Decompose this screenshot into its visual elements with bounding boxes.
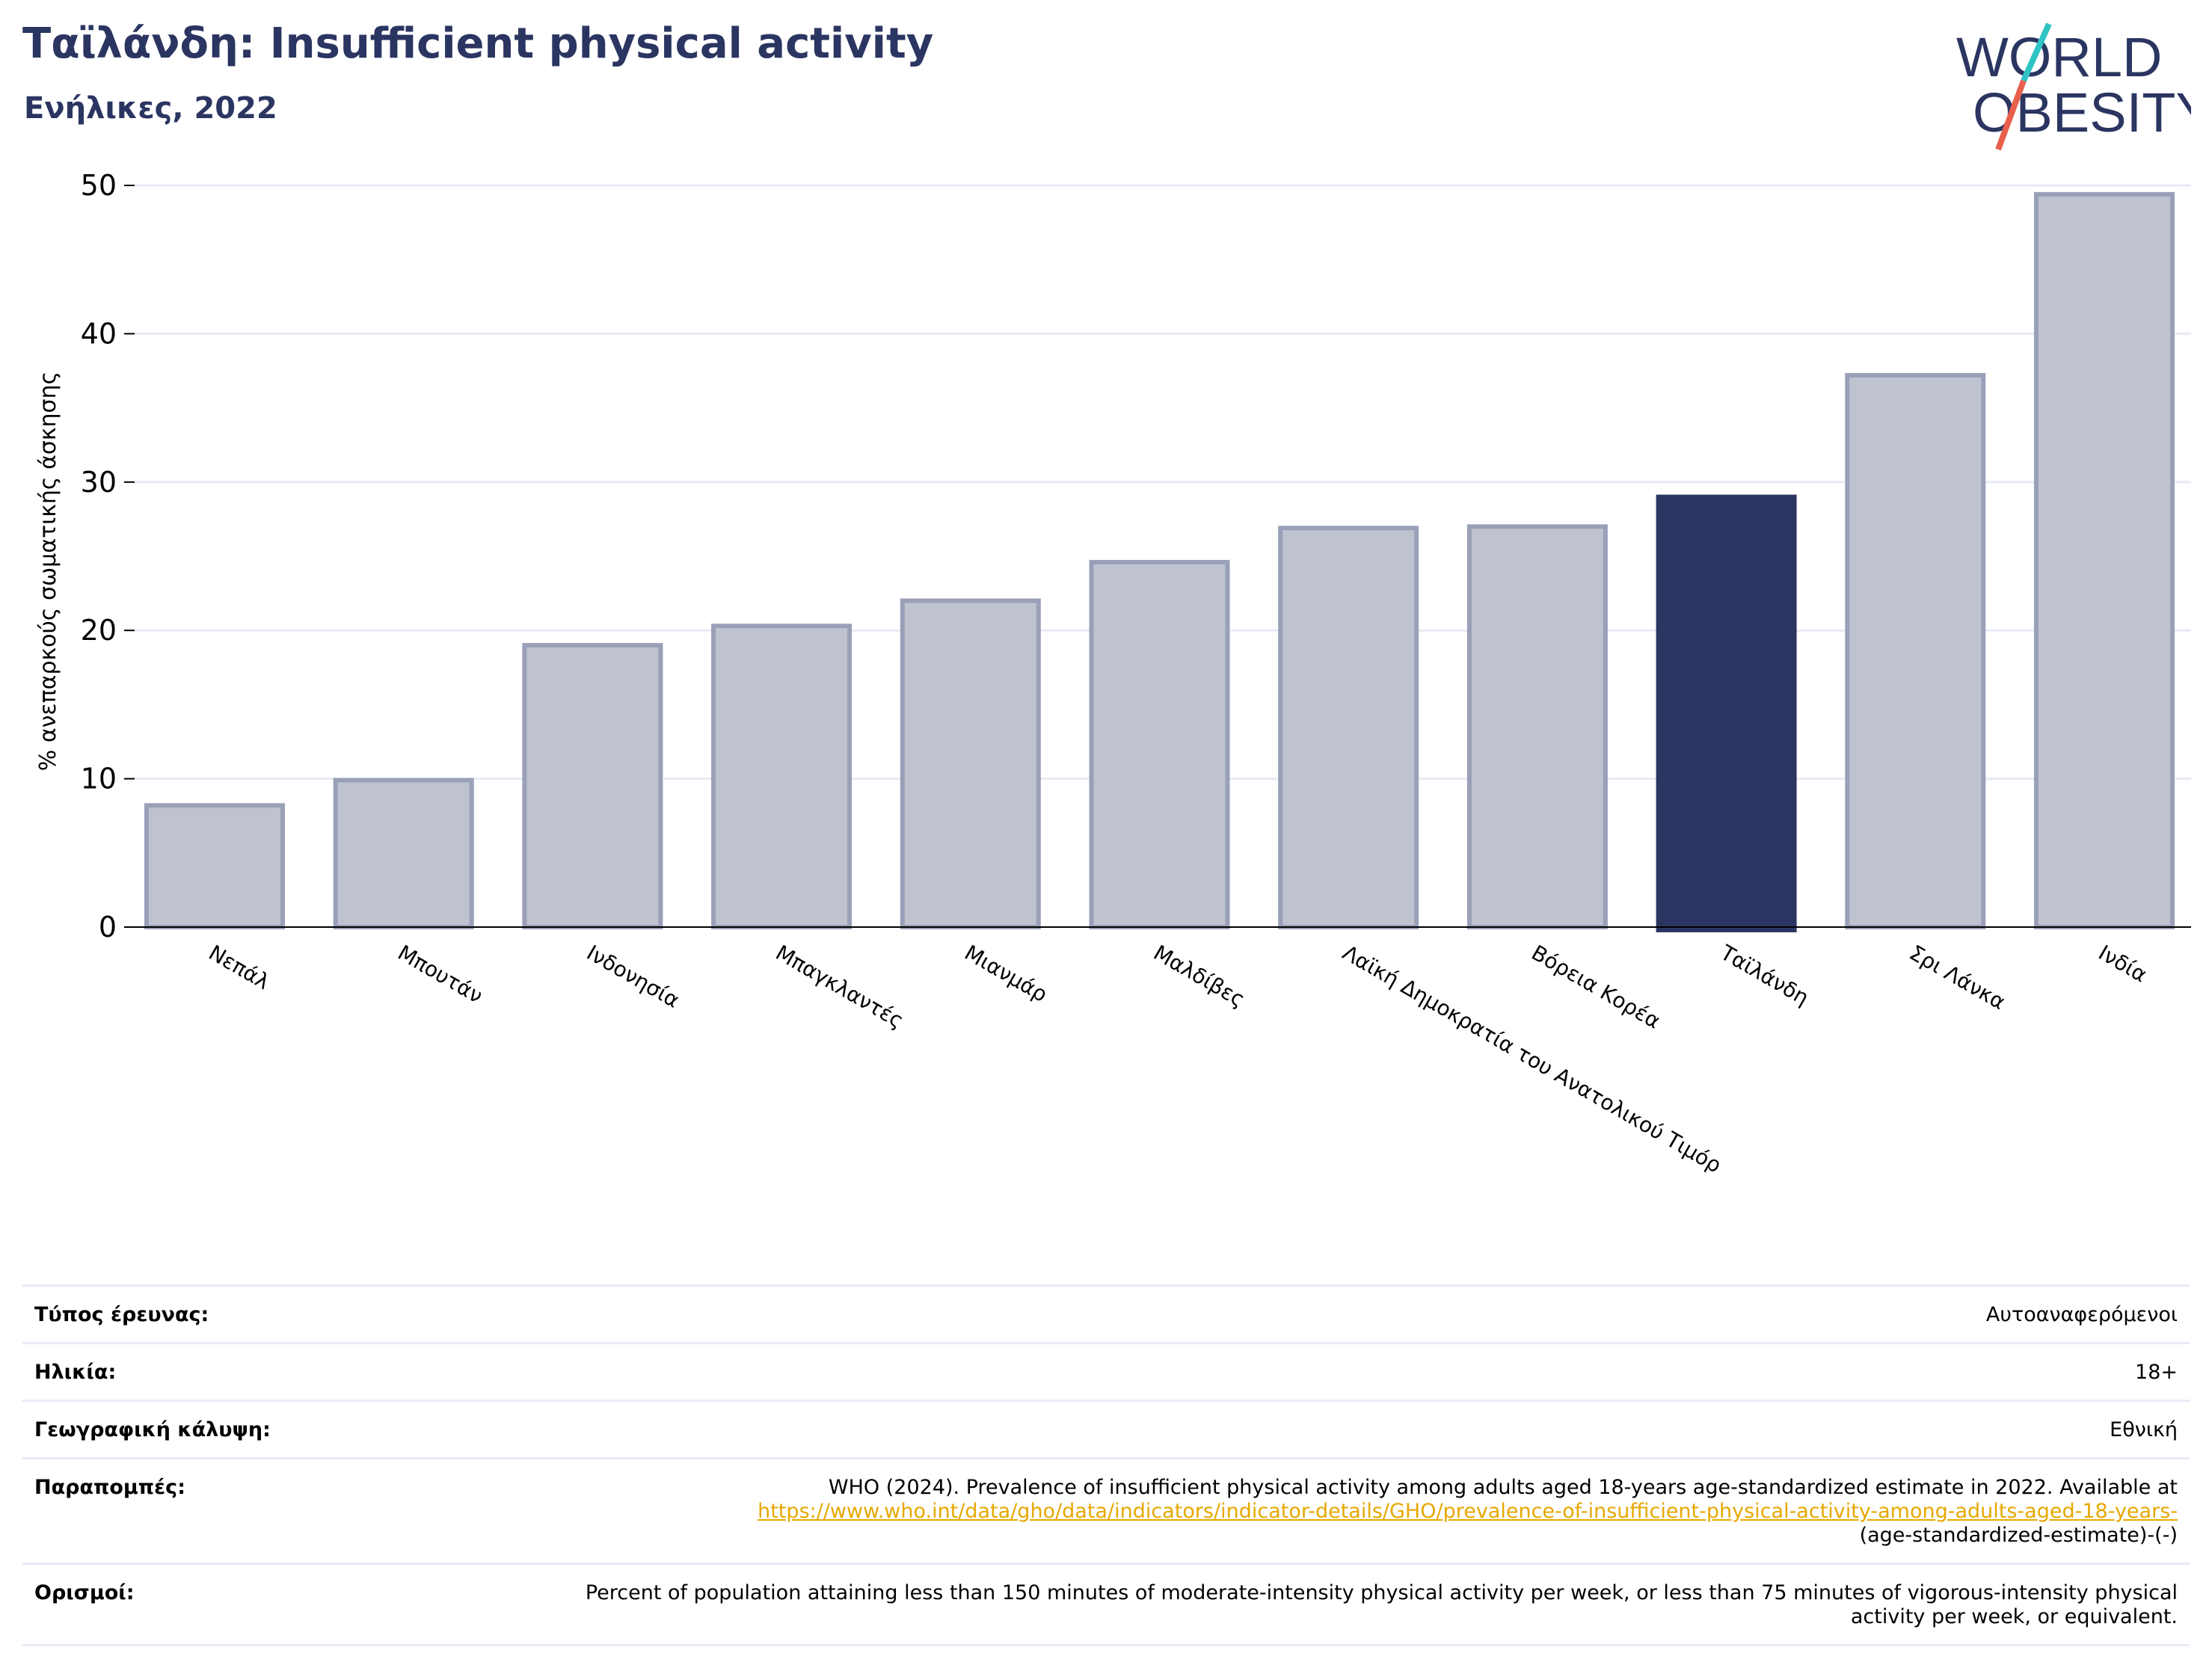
y-tick-label: 40 <box>81 317 117 350</box>
bars <box>144 191 2175 932</box>
metadata-value: Αυτοαναφερόμενοι <box>1985 1303 2178 1326</box>
metadata-row: Γεωγραφική κάλυψη: Εθνική <box>22 1400 2190 1457</box>
bar-3 <box>522 643 663 929</box>
metadata-value: Percent of population attaining less tha… <box>585 1581 2178 1628</box>
reference-link[interactable]: https://www.who.int/data/gho/data/indica… <box>758 1500 2178 1523</box>
logo-slash-top <box>2021 22 2052 82</box>
bar-10 <box>1845 372 1986 929</box>
metadata-row: Ηλικία: 18+ <box>22 1342 2190 1400</box>
x-axis-ticks: Νεπάλ Μπουτάν Ινδονησία Μπαγκλαντές Μιανμάρ Μ… <box>205 940 2151 1178</box>
metadata-value: 18+ <box>2135 1361 2178 1384</box>
metadata-label: Γεωγραφική κάλυψη: <box>34 1418 271 1441</box>
chart-title: Ταϊλάνδη: Insufficient physical activity <box>22 19 934 68</box>
x-tick-label: Ταϊλάνδη <box>1715 940 1813 1010</box>
y-tick-label: 0 <box>99 911 117 944</box>
metadata-row: Ορισμοί: Percent of population attaining … <box>22 1563 2190 1646</box>
bar-6 <box>1089 559 1230 929</box>
bar-5 <box>900 598 1041 930</box>
x-tick-label: Ινδονησία <box>583 940 683 1012</box>
metadata-value: Εθνική <box>2110 1418 2178 1441</box>
y-tick-label: 10 <box>81 763 117 795</box>
world-obesity-logo: WORLD OBESITY <box>1956 22 2191 151</box>
metadata-row: Παραπομπές: WHO (2024). Prevalence of ins… <box>22 1457 2190 1563</box>
y-tick-label: 30 <box>81 466 117 499</box>
metadata-table: Τύπος έρευνας: Αυτοαναφερόμενοι Ηλικία: 18+… <box>22 1284 2190 1646</box>
bar-8 <box>1466 524 1608 929</box>
metadata-label: Ορισμοί: <box>34 1581 135 1604</box>
y-axis-label: % ανεπαρκούς σωματικής άσκησης <box>35 372 61 771</box>
x-tick-label: Μπουτάν <box>393 940 487 1008</box>
x-tick-label: Νεπάλ <box>205 940 274 994</box>
y-axis-ticks: 0 10 20 30 40 50 <box>81 169 135 944</box>
y-tick-label: 50 <box>81 169 117 202</box>
x-tick-label: Βόρεια Κορέα <box>1527 940 1665 1033</box>
x-tick-label: Σρι Λάνκα <box>1905 940 2010 1015</box>
metadata-value: WHO (2024). Prevalence of insufficient p… <box>758 1476 2178 1547</box>
metadata-row: Τύπος έρευνας: Αυτοαναφερόμενοι <box>22 1284 2190 1342</box>
logo-slash-bottom <box>1995 79 2027 151</box>
bar-chart: 0 10 20 30 40 50 Νεπάλ Μπουτάν Ινδονησία Μπαγκλα… <box>35 169 2191 1178</box>
y-tick-label: 20 <box>81 614 117 647</box>
x-tick-label: Λαϊκή Δημοκρατία του Ανατολικού Τιμόρ <box>1339 940 1726 1178</box>
x-tick-label: Μαλδίβες <box>1149 940 1250 1012</box>
x-tick-label: Μιανμάρ <box>960 940 1051 1006</box>
bar-11 <box>2034 191 2175 929</box>
logo-line1: WORLD <box>1956 26 2162 88</box>
metadata-label: Παραπομπές: <box>34 1476 185 1499</box>
bar-1 <box>144 803 285 930</box>
metadata-label: Ηλικία: <box>34 1361 117 1384</box>
bar-9 <box>1656 494 1797 932</box>
bar-4 <box>711 624 852 929</box>
x-tick-label: Ινδία <box>2095 940 2151 987</box>
bar-2 <box>333 778 474 929</box>
bar-7 <box>1278 526 1419 929</box>
chart-subtitle: Ενήλικες, 2022 <box>24 91 277 126</box>
metadata-label: Τύπος έρευνας: <box>34 1303 209 1326</box>
x-tick-label: Μπαγκλαντές <box>772 940 908 1032</box>
